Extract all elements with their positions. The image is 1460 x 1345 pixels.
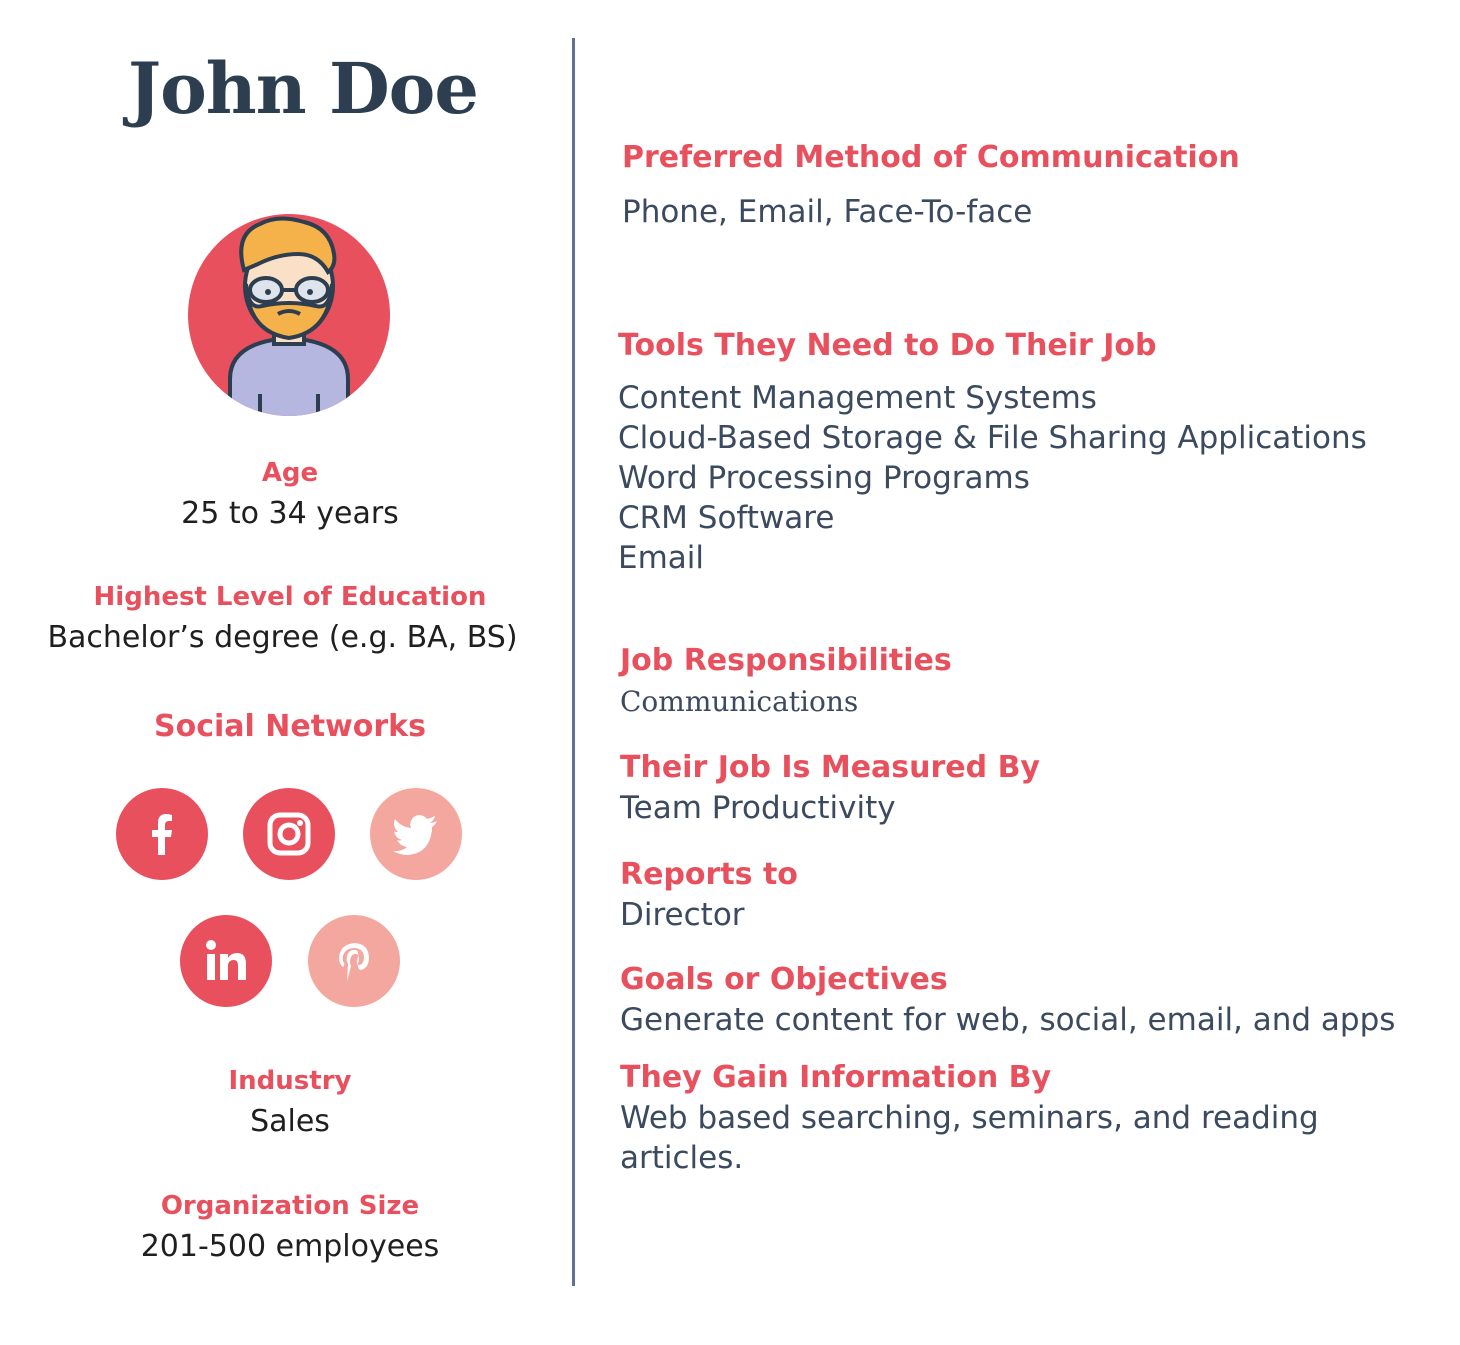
organization-size-value: 201-500 employees	[140, 1229, 440, 1264]
goals-value: Generate content for web, social, email,…	[620, 1002, 1396, 1038]
education-value: Bachelor’s degree (e.g. BA, BS)	[47, 620, 518, 655]
tools-label: Tools They Need to Do Their Job	[618, 328, 1157, 363]
organization-size-label: Organization Size	[160, 1191, 420, 1221]
linkedin-icon[interactable]	[180, 915, 272, 1007]
reports-to-label: Reports to	[620, 857, 798, 892]
goals-label: Goals or Objectives	[620, 962, 948, 997]
persona-name: John Doe	[128, 47, 479, 130]
education-label: Highest Level of Education	[93, 582, 487, 612]
measured-by-value: Team Productivity	[620, 790, 896, 826]
column-divider	[572, 38, 575, 1286]
measured-by-label: Their Job Is Measured By	[620, 750, 1040, 785]
list-item: Email	[618, 540, 705, 576]
list-item: Word Processing Programs	[618, 460, 1030, 496]
facebook-icon[interactable]	[116, 788, 208, 880]
responsibilities-value: Communications	[620, 685, 859, 718]
pinterest-icon[interactable]	[308, 915, 400, 1007]
age-value: 25 to 34 years	[181, 496, 399, 531]
list-item: Cloud-Based Storage & File Sharing Appli…	[618, 420, 1367, 456]
social-networks-label: Social Networks	[154, 709, 426, 744]
avatar	[188, 214, 390, 416]
reports-to-value: Director	[620, 897, 745, 933]
age-label: Age	[261, 458, 319, 488]
list-item: Content Management Systems	[618, 380, 1097, 416]
list-item: CRM Software	[618, 500, 835, 536]
information-value: Web based searching, seminars, and readi…	[620, 1100, 1319, 1176]
industry-label: Industry	[228, 1066, 352, 1096]
twitter-icon[interactable]	[370, 788, 462, 880]
tools-list: Content Management Systems Cloud-Based S…	[618, 378, 1367, 578]
communication-value: Phone, Email, Face-To-face	[622, 194, 1033, 230]
responsibilities-label: Job Responsibilities	[620, 643, 952, 678]
communication-label: Preferred Method of Communication	[622, 140, 1240, 175]
information-label: They Gain Information By	[620, 1060, 1052, 1095]
industry-value: Sales	[250, 1104, 330, 1139]
instagram-icon[interactable]	[243, 788, 335, 880]
